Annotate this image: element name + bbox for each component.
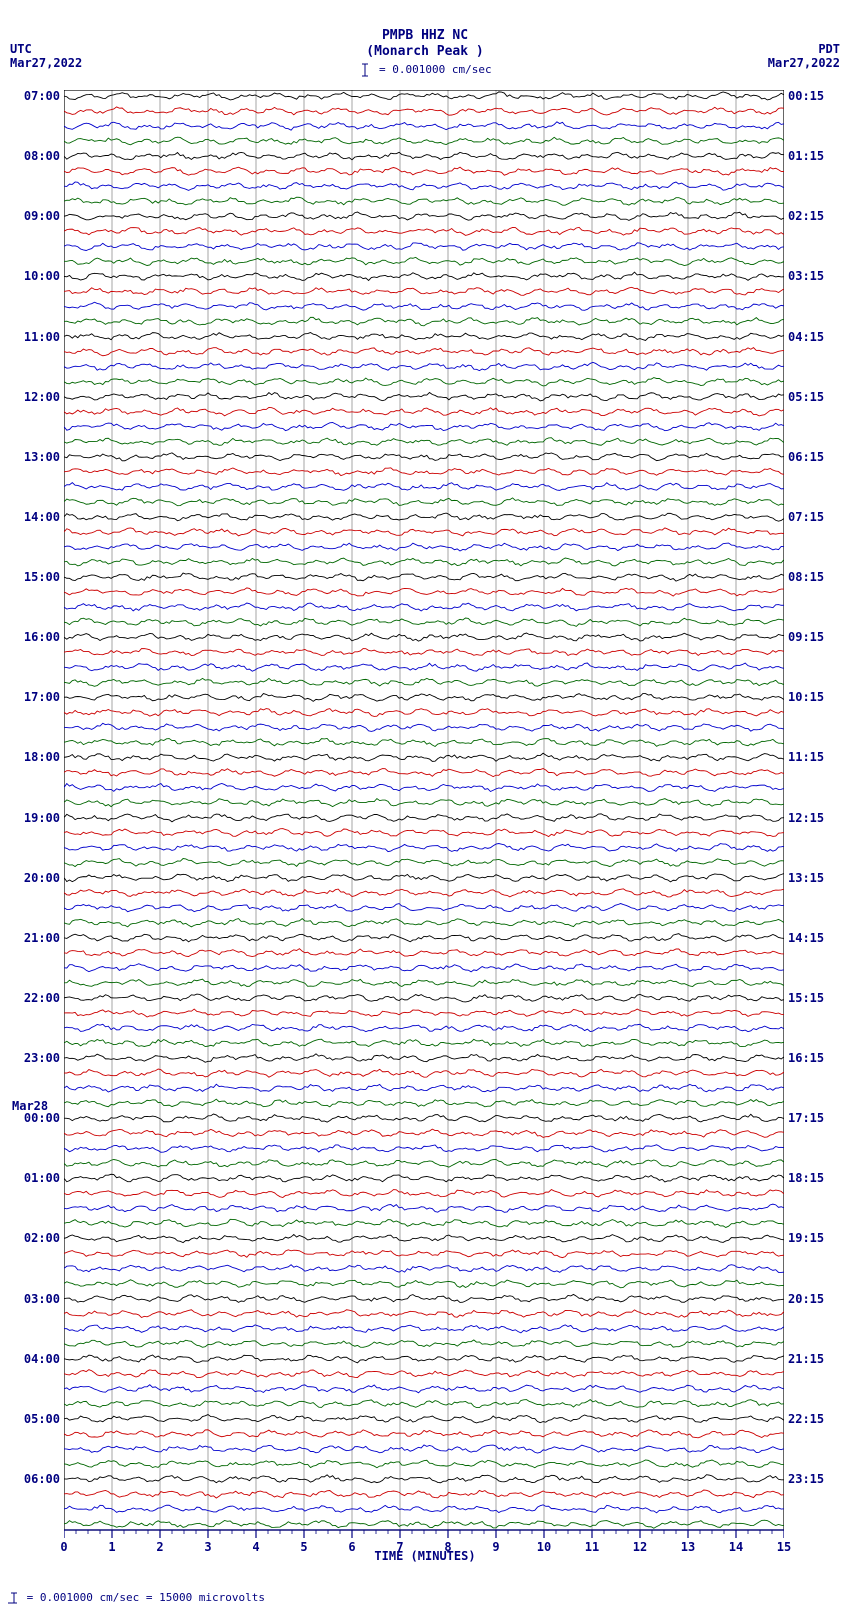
left-time-label: 10:00	[4, 269, 60, 283]
right-time-label: 03:15	[788, 269, 824, 283]
left-time-label: 03:00	[4, 1292, 60, 1306]
left-date-marker: Mar28	[12, 1099, 68, 1113]
right-time-label: 23:15	[788, 1472, 824, 1486]
right-time-label: 09:15	[788, 630, 824, 644]
left-time-label: 15:00	[4, 570, 60, 584]
right-time-label: 13:15	[788, 871, 824, 885]
left-time-label: 11:00	[4, 330, 60, 344]
station-subtitle: (Monarch Peak )	[0, 44, 850, 59]
right-timezone: PDT	[818, 42, 840, 56]
left-time-label: 19:00	[4, 811, 60, 825]
footer-text: = 0.001000 cm/sec = 15000 microvolts	[27, 1591, 265, 1604]
right-time-label: 22:15	[788, 1412, 824, 1426]
left-time-label: 18:00	[4, 750, 60, 764]
left-time-label: 02:00	[4, 1231, 60, 1245]
right-time-label: 08:15	[788, 570, 824, 584]
left-time-label: 21:00	[4, 931, 60, 945]
left-time-label: 08:00	[4, 149, 60, 163]
right-time-label: 07:15	[788, 510, 824, 524]
left-time-label: 16:00	[4, 630, 60, 644]
left-time-label: 01:00	[4, 1171, 60, 1185]
left-time-label: 23:00	[4, 1051, 60, 1065]
left-time-label: 22:00	[4, 991, 60, 1005]
plot-area	[64, 90, 784, 1530]
left-time-label: 12:00	[4, 390, 60, 404]
right-time-label: 12:15	[788, 811, 824, 825]
right-date: Mar27,2022	[768, 56, 840, 70]
left-time-label: 04:00	[4, 1352, 60, 1366]
seismogram-svg	[64, 90, 784, 1560]
right-time-label: 18:15	[788, 1171, 824, 1185]
left-time-label: 00:00	[4, 1111, 60, 1125]
right-time-label: 04:15	[788, 330, 824, 344]
station-title: PMPB HHZ NC	[0, 28, 850, 43]
x-axis-label: TIME (MINUTES)	[0, 1549, 850, 1563]
left-time-label: 07:00	[4, 89, 60, 103]
scale-indicator: = 0.001000 cm/sec	[0, 62, 850, 78]
left-time-label: 20:00	[4, 871, 60, 885]
scale-text: = 0.001000 cm/sec	[379, 63, 492, 76]
right-time-label: 05:15	[788, 390, 824, 404]
right-time-label: 21:15	[788, 1352, 824, 1366]
right-time-label: 15:15	[788, 991, 824, 1005]
left-time-label: 06:00	[4, 1472, 60, 1486]
left-timezone: UTC	[10, 42, 32, 56]
right-time-label: 16:15	[788, 1051, 824, 1065]
left-time-label: 09:00	[4, 209, 60, 223]
right-time-label: 06:15	[788, 450, 824, 464]
left-time-label: 17:00	[4, 690, 60, 704]
right-time-label: 01:15	[788, 149, 824, 163]
right-time-label: 14:15	[788, 931, 824, 945]
right-time-label: 20:15	[788, 1292, 824, 1306]
right-time-label: 17:15	[788, 1111, 824, 1125]
left-time-label: 14:00	[4, 510, 60, 524]
left-date: Mar27,2022	[10, 56, 82, 70]
right-time-label: 10:15	[788, 690, 824, 704]
left-time-label: 05:00	[4, 1412, 60, 1426]
footer-scale: = 0.001000 cm/sec = 15000 microvolts	[6, 1591, 265, 1605]
right-time-label: 00:15	[788, 89, 824, 103]
right-time-label: 11:15	[788, 750, 824, 764]
left-time-label: 13:00	[4, 450, 60, 464]
right-time-label: 19:15	[788, 1231, 824, 1245]
seismogram-container: PMPB HHZ NC (Monarch Peak ) = 0.001000 c…	[0, 0, 850, 1613]
right-time-label: 02:15	[788, 209, 824, 223]
